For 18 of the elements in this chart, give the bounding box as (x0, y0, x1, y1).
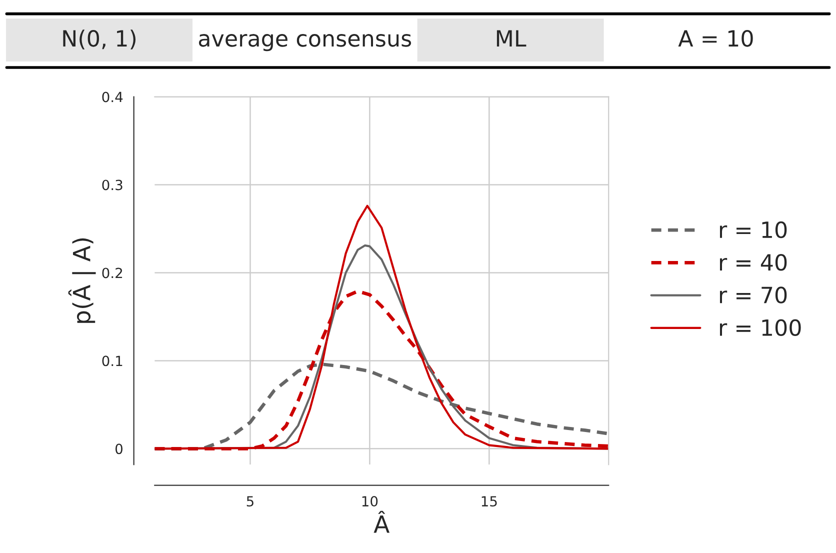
text: average consensus (198, 34, 412, 52)
legend-label: r = 70 (720, 286, 787, 304)
y-tick-label: 0.2 (102, 268, 122, 278)
legend-label: r = 40 (720, 254, 787, 271)
text: A = 10 (678, 30, 753, 47)
y-axis-title: p(Â | A) (68, 238, 96, 323)
x-axis-title: Â (374, 510, 390, 533)
y-tick-label: 0.3 (102, 180, 122, 190)
y-tick-label: 0 (115, 444, 122, 454)
x-tick-label: 15 (482, 496, 497, 507)
legend-label: r = 10 (720, 221, 787, 238)
x-tick-label: 5 (246, 496, 254, 507)
legend-label: r = 100 (720, 319, 801, 336)
text: N(0, 1) (63, 30, 136, 50)
x-tick-label: 10 (362, 496, 378, 507)
y-tick-label: 0.1 (102, 356, 122, 366)
y-tick-label: 0.4 (102, 92, 123, 102)
text: ML (496, 30, 526, 46)
